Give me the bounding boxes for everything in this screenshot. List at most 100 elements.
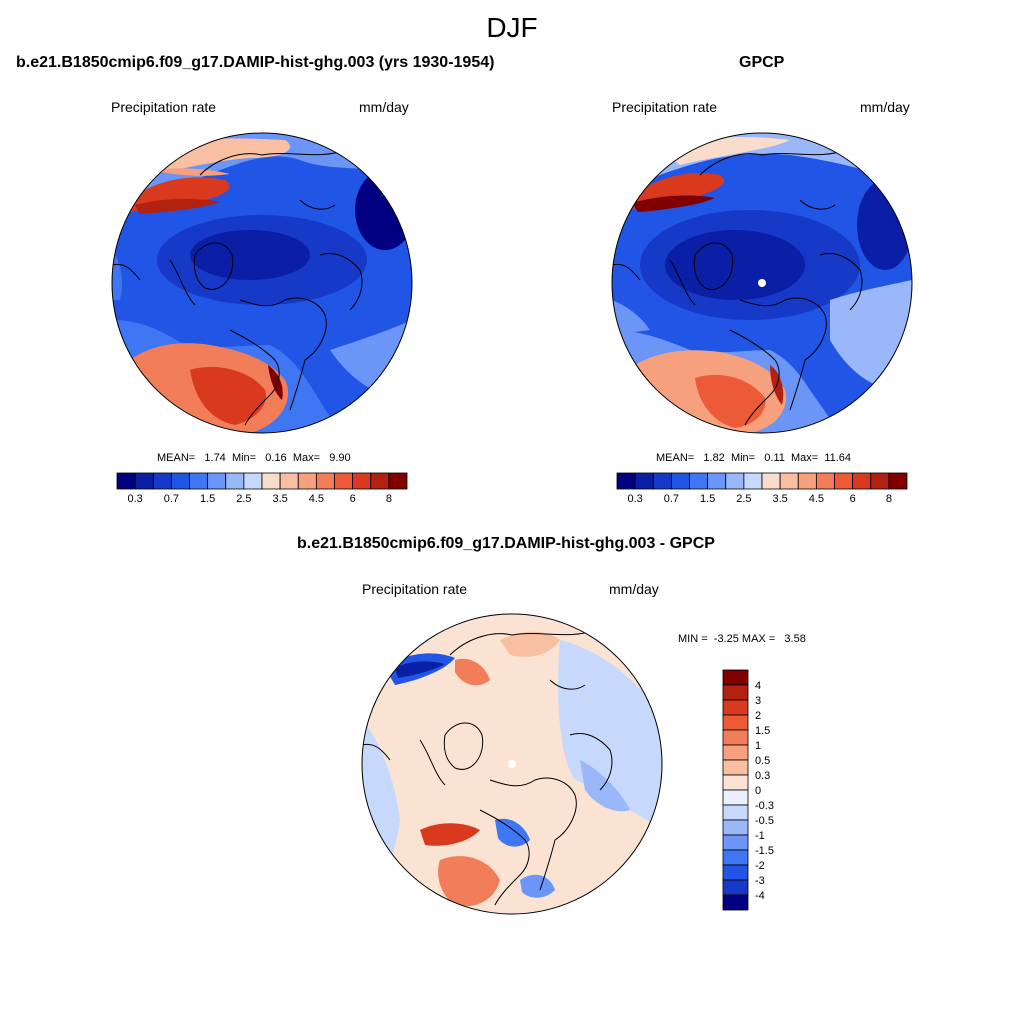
map1-coastlines (112, 149, 386, 426)
colorbar2-swatch (616, 472, 636, 490)
panel2-title: GPCP (739, 54, 785, 71)
colorbar1-tick-label: 1.5 (200, 493, 215, 505)
colorbar2-tick-label: 1.5 (700, 493, 715, 505)
colorbar3-swatch (722, 699, 749, 716)
colorbar1-swatch (243, 472, 263, 490)
colorbar2-swatch (743, 472, 763, 490)
map3-pacific-red (420, 823, 480, 846)
colorbar3-swatch (722, 789, 749, 806)
map2-gulf-stream-core (632, 195, 715, 212)
colorbar2-swatch (834, 472, 854, 490)
panel3-units: mm/day (609, 581, 659, 597)
colorbar2-swatch (689, 472, 709, 490)
colorbar3-tick-label: 0 (755, 785, 761, 797)
map3-pole-hole (508, 760, 516, 768)
colorbar1-swatch (297, 472, 317, 490)
colorbar2-tick-label: 0.7 (664, 493, 679, 505)
colorbar2-swatch (888, 472, 908, 490)
colorbar1-tick-label: 6 (350, 493, 356, 505)
colorbar2-swatch (797, 472, 817, 490)
colorbar1-tick-label: 3.5 (272, 493, 287, 505)
colorbar3-swatch (722, 879, 749, 896)
map3-pacific-orange (438, 856, 500, 907)
colorbar2: 0.3 0.7 1.5 2.5 3.5 4.5 6 8 (616, 472, 908, 505)
map2-arctic-core (665, 230, 805, 300)
colorbar2-swatch (815, 472, 835, 490)
panel3-stats: MIN = -3.25 MAX = 3.58 (678, 633, 806, 645)
colorbar3-tick-label: 1 (755, 740, 761, 752)
map3-border (361, 613, 663, 915)
colorbar1-swatch (261, 472, 281, 490)
colorbar3-tick-label: -1 (755, 830, 765, 842)
colorbar3-tick-label: 2 (755, 710, 761, 722)
map1-siberia-dry (355, 170, 412, 250)
colorbar2-swatch (852, 472, 872, 490)
map3-labrador-red (455, 658, 490, 686)
colorbar3-swatch (722, 894, 749, 911)
map1-west-edge (112, 250, 123, 300)
map1-pacific-storm (190, 366, 266, 425)
map2-west-edge (612, 300, 650, 335)
colorbar3-tick-label: -0.5 (755, 815, 774, 827)
colorbar1-swatch (189, 472, 209, 490)
map1-border (111, 132, 413, 434)
colorbar3-tick-label: 4 (755, 680, 761, 692)
colorbar1-swatch (225, 472, 245, 490)
colorbar3-tick-label: 1.5 (755, 725, 770, 737)
colorbar1-swatch (352, 472, 372, 490)
map1 (112, 133, 412, 433)
colorbar2-tick-label: 0.3 (627, 493, 642, 505)
panel2-units: mm/day (860, 99, 910, 115)
colorbar3-tick-label: 0.3 (755, 770, 770, 782)
colorbar1-tick-label: 4.5 (309, 493, 324, 505)
panel1-stats: MEAN= 1.74 Min= 0.16 Max= 9.90 (157, 452, 351, 464)
panel1-variable: Precipitation rate (111, 99, 217, 115)
colorbar3-tick-label: -2 (755, 860, 765, 872)
colorbar2-tick-label: 6 (850, 493, 856, 505)
colorbar2-swatch (779, 472, 799, 490)
colorbar1-swatch (134, 472, 154, 490)
colorbar2-tick-label: 2.5 (736, 493, 751, 505)
map1-gulf-stream-core (135, 198, 220, 214)
colorbar1: 0.3 0.7 1.5 2.5 3.5 4.5 6 8 (116, 472, 408, 505)
colorbar2-swatch (652, 472, 672, 490)
colorbar2-swatch (634, 472, 654, 490)
colorbar2-swatch (707, 472, 727, 490)
colorbar3-swatch (722, 669, 749, 686)
colorbar3-swatch (722, 774, 749, 791)
panel1-units: mm/day (359, 99, 409, 115)
colorbar3-swatch (722, 729, 749, 746)
colorbar1-tick-label: 2.5 (236, 493, 251, 505)
map3-alaska-blue (495, 818, 530, 847)
colorbar1-swatch (152, 472, 172, 490)
colorbar1-swatch (315, 472, 335, 490)
map2-siberia-dry (857, 180, 912, 270)
map3-gulf-blue-core (395, 661, 445, 678)
map2-pacific-storm (695, 374, 766, 428)
colorbar1-swatch (207, 472, 227, 490)
colorbar3-tick-label: 0.5 (755, 755, 770, 767)
colorbar1-swatch (388, 472, 408, 490)
colorbar1-swatch (279, 472, 299, 490)
colorbar2-tick-label: 4.5 (809, 493, 824, 505)
colorbar3-swatch (722, 849, 749, 866)
colorbar2-swatch (761, 472, 781, 490)
colorbar3-swatch (722, 759, 749, 776)
map3-east-blue-dark (580, 760, 630, 812)
colorbar1-swatch (170, 472, 190, 490)
colorbar3-tick-label: -1.5 (755, 845, 774, 857)
colorbar2-swatch (725, 472, 745, 490)
colorbar3-tick-label: -0.3 (755, 800, 774, 812)
colorbar3-swatch (722, 864, 749, 881)
panel2-variable: Precipitation rate (612, 99, 718, 115)
map3-top-orange (500, 631, 560, 657)
colorbar3-swatch (722, 714, 749, 731)
colorbar3-swatch (722, 744, 749, 761)
map3 (362, 614, 662, 914)
colorbar3-tick-label: -3 (755, 875, 765, 887)
colorbar1-tick-label: 0.7 (164, 493, 179, 505)
colorbar1-tick-label: 0.3 (127, 493, 142, 505)
colorbar3-swatch (722, 804, 749, 821)
figure-title: DJF (486, 12, 538, 43)
panel2-stats: MEAN= 1.82 Min= 0.11 Max= 11.64 (656, 452, 852, 464)
